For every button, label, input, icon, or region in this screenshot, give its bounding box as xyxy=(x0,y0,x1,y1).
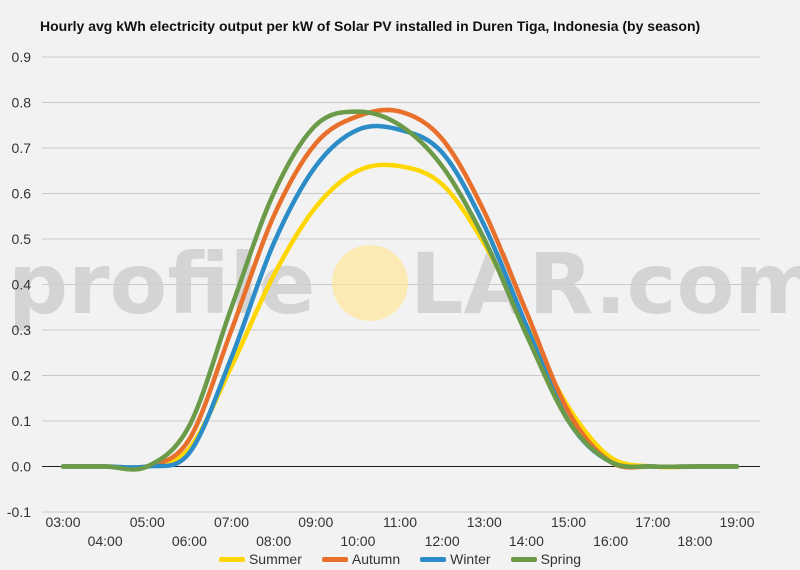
x-tick-label: 12:00 xyxy=(425,533,460,548)
legend-label: Winter xyxy=(450,551,491,567)
watermark: profile LAR.com xyxy=(8,235,800,333)
legend-label: Autumn xyxy=(351,551,401,567)
y-tick-label: 0.6 xyxy=(12,186,32,202)
x-tick-label: 19:00 xyxy=(719,514,754,530)
legend-item-summer: Summer xyxy=(218,551,302,567)
legend-label: Spring xyxy=(540,551,582,567)
x-tick-label: 09:00 xyxy=(298,514,333,530)
y-tick-label: 0.8 xyxy=(12,95,32,111)
x-tick-label: 14:00 xyxy=(509,533,544,548)
series-lines xyxy=(60,107,740,472)
x-tick-label: 18:00 xyxy=(677,533,712,548)
x-tick-label: 05:00 xyxy=(130,514,165,530)
y-tick-label: -0.1 xyxy=(7,504,31,520)
y-tick-label: 0.3 xyxy=(12,322,32,338)
y-tick-label: 0.7 xyxy=(12,140,32,156)
y-tick-label: 0.0 xyxy=(12,459,32,475)
x-tick-label: 13:00 xyxy=(467,514,502,530)
watermark-text-right: LAR.com xyxy=(410,235,800,333)
x-tick-label: 04:00 xyxy=(88,533,123,548)
legend-swatch xyxy=(218,556,245,562)
y-tick-label: 0.2 xyxy=(12,368,32,384)
y-tick-label: 0.5 xyxy=(12,231,32,247)
x-tick-label: 11:00 xyxy=(383,514,417,530)
y-axis-ticks: -0.1 0.0 0.1 0.2 0.3 0.4 0.5 0.6 0.7 0.8 0.9 xyxy=(7,49,31,520)
y-tick-label: 0.4 xyxy=(12,277,32,293)
legend-item-spring: Spring xyxy=(510,551,582,567)
legend-swatch xyxy=(420,556,447,562)
y-tick-label: 0.1 xyxy=(12,413,32,429)
x-tick-label: 03:00 xyxy=(45,514,80,530)
legend-swatch xyxy=(321,556,348,562)
x-tick-label: 17:00 xyxy=(635,514,670,530)
series-line-spring xyxy=(60,109,740,472)
x-tick-label: 16:00 xyxy=(593,533,628,548)
x-tick-label: 07:00 xyxy=(214,514,249,530)
grid-lines xyxy=(42,56,760,513)
x-tick-label: 10:00 xyxy=(340,533,375,548)
legend-item-autumn: Autumn xyxy=(321,551,401,567)
y-tick-label: 0.9 xyxy=(12,49,32,65)
legend-label: Summer xyxy=(248,551,302,567)
series-line-summer xyxy=(60,162,740,471)
legend-swatch xyxy=(510,556,537,562)
chart-title: Hourly avg kWh electricity output per kW… xyxy=(40,18,701,34)
x-tick-label: 08:00 xyxy=(256,533,291,548)
watermark-sun-icon xyxy=(332,245,408,321)
line-chart: profile LAR.com -0.1 0.0 0.1 0.2 0.3 0.4 0.5 0.… xyxy=(7,49,800,548)
legend-item-winter: Winter xyxy=(420,551,491,567)
legend: Summer Autumn Winter Spring xyxy=(0,549,800,569)
x-axis-ticks: 03:00 04:00 05:00 06:00 07:00 08:00 09:00 10:00… xyxy=(45,514,754,548)
watermark-text-left: profile xyxy=(8,235,315,333)
x-tick-label: 06:00 xyxy=(172,533,207,548)
x-tick-label: 15:00 xyxy=(551,514,586,530)
